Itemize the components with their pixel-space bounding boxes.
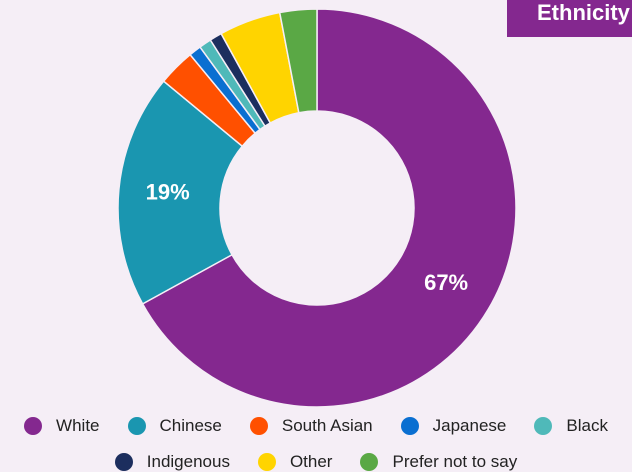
legend-label: South Asian	[281, 416, 373, 435]
legend-swatch	[534, 417, 553, 435]
donut-segment	[141, 8, 517, 408]
legend-item: Black	[534, 416, 608, 436]
legend-label: Prefer not to say	[392, 452, 518, 471]
legend-item: Chinese	[127, 416, 222, 436]
legend-label: Japanese	[432, 416, 507, 435]
legend-swatch	[127, 417, 146, 435]
legend-item: Other	[257, 452, 333, 472]
legend-label: Black	[566, 416, 608, 435]
data-label: 67%	[424, 270, 468, 295]
chart-title: Ethnicity	[507, 0, 632, 37]
data-label: 19%	[146, 180, 190, 205]
legend-swatch	[114, 453, 133, 471]
legend-item: South Asian	[249, 416, 373, 436]
legend-swatch	[400, 417, 419, 435]
legend-label: White	[56, 416, 100, 435]
legend-swatch	[249, 417, 268, 435]
legend-label: Indigenous	[146, 452, 230, 471]
chart: 67% 19%	[117, 8, 517, 408]
legend-swatch	[24, 417, 43, 435]
donut-segment	[278, 8, 318, 114]
legend-swatch	[360, 453, 379, 471]
legend-item: White	[24, 416, 100, 436]
legend-label: Other	[289, 452, 333, 471]
donut-segment	[117, 80, 244, 305]
legend: White Chinese South Asian Japanese Black Indi…	[0, 416, 632, 472]
legend-item: Prefer not to say	[360, 452, 517, 472]
legend-item: Japanese	[400, 416, 507, 436]
legend-label: Chinese	[159, 416, 222, 435]
legend-item: Indigenous	[114, 452, 230, 472]
legend-swatch	[257, 453, 276, 471]
